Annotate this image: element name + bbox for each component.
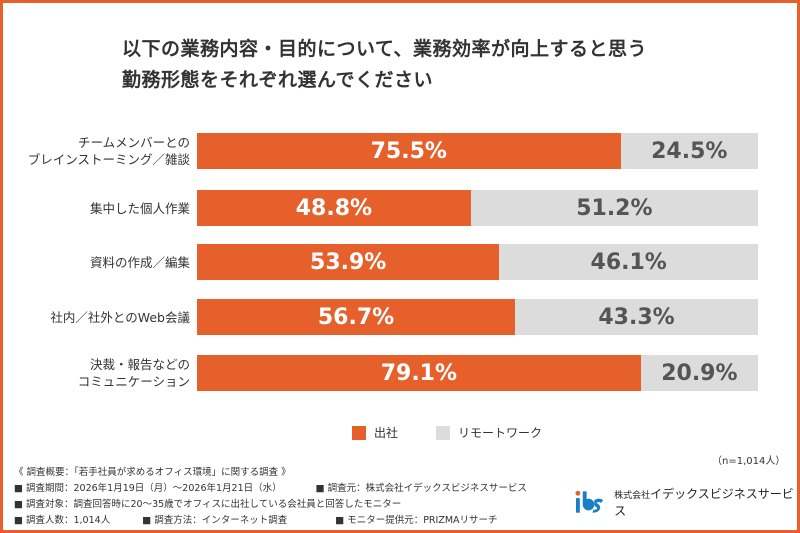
category-label: 集中した個人作業 [90,200,190,217]
title-line-1: 以下の業務内容・目的について、業務効率が向上すると思う [122,38,647,60]
survey-notes: 《 調査概要：「若手社員が求めるオフィス環境」に関する調査 》 ■ 調査期間：2… [14,465,527,529]
category-label-line: コミュニケーション [77,374,190,389]
data-label: 48.8% [295,195,373,221]
category-label-line: 決裁・報告などの [89,357,190,372]
logo-prefix: 株式会社 [614,491,651,501]
data-label: 53.9% [310,249,387,275]
logo-name: イデックスビジネスサービス [614,487,794,518]
category-label: 社内／社外とのWeb会議 [50,309,190,326]
legend: 出社 リモートワーク [352,424,542,441]
category-label-line: ブレインストーミング／雑談 [27,152,190,167]
bar-office: 79.1% [197,355,641,391]
data-label: 46.1% [590,249,667,275]
bar-office: 56.7% [197,299,516,335]
bar-remote: 20.9% [640,355,758,391]
ibs-logo-icon [575,490,604,513]
bar-remote: 46.1% [499,244,758,280]
category-label: 資料の作成／編集 [90,254,190,271]
bar-row: 56.7% 43.3% [197,299,758,335]
chart-title: 以下の業務内容・目的について、業務効率が向上すると思う 勤務形態をそれぞれ選んで… [122,34,647,96]
bar-remote: 51.2% [470,190,758,226]
notes-heading: 《 調査概要：「若手社員が求めるオフィス環境」に関する調査 》 [14,467,291,478]
bar-row: 48.8% 51.2% [197,190,758,226]
legend-swatch-office [352,425,366,440]
bar-office: 75.5% [197,133,621,169]
category-label: 決裁・報告などのコミュニケーション [78,356,190,390]
data-label: 24.5% [651,138,728,164]
bar-remote: 24.5% [620,133,758,169]
category-label-line: 集中した個人作業 [89,200,190,216]
category-label-line: 資料の作成／編集 [89,254,190,270]
notes-source: ■ 調査元：株式会社イデックスビジネスサービス [315,483,527,494]
notes-method: ■ 調査方法：インターネット調査 [142,515,288,526]
legend-label-office: 出社 [374,426,399,440]
title-line-2: 勤務形態をそれぞれ選んでください [122,69,434,91]
category-label: チームメンバーとのブレインストーミング／雑談 [28,134,190,168]
company-logo: 株式会社イデックスビジネスサービス [575,485,800,519]
data-label: 20.9% [661,360,738,386]
notes-period: ■ 調査期間：2026年1月19日（月）～2026年1月21日（水） [14,483,282,494]
bar-remote: 43.3% [515,299,758,335]
data-label: 56.7% [317,304,395,330]
bar-office: 48.8% [197,190,471,226]
notes-provider: ■ モニター提供元：PRIZMAリサーチ [335,515,498,526]
notes-count: ■ 調査人数：1,014人 [14,515,111,526]
data-label: 43.3% [598,304,675,330]
data-label: 79.1% [380,360,458,386]
bar-row: 75.5% 24.5% [197,133,758,169]
bar-row: 79.1% 20.9% [197,355,758,391]
legend-label-remote: リモートワーク [458,426,543,440]
category-label-line: チームメンバーとの [77,135,190,150]
bar-office: 53.9% [197,244,500,280]
data-label: 75.5% [370,138,447,164]
category-label-line: 社内／社外とのWeb会議 [50,309,190,325]
sample-size: （n=1,014人） [712,456,786,467]
bar-row: 53.9% 46.1% [197,244,758,280]
notes-target: ■ 調査対象：調査回答時に20～35歳でオフィスに出社している会社員と回答したモ… [14,499,402,510]
legend-swatch-remote [436,425,451,440]
data-label: 51.2% [576,195,653,221]
